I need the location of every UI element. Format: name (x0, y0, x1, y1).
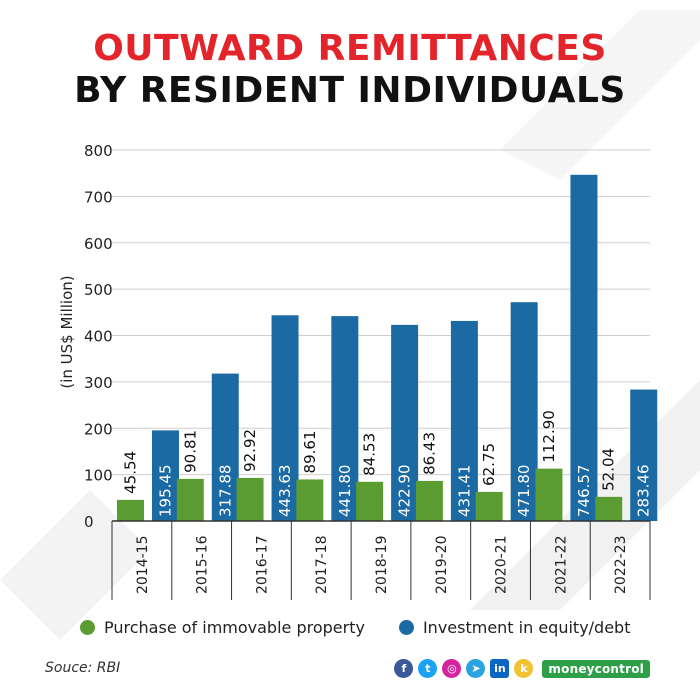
bar-property (117, 499, 144, 521)
data-label-property: 62.75 (480, 443, 498, 486)
y-tick-label: 0 (84, 513, 94, 531)
data-label-investment: 746.57 (575, 465, 593, 518)
x-tick-label: 2015-16 (195, 535, 211, 594)
legend-item-investment: Investment in equity/debt (398, 618, 631, 637)
data-label-property: 86.43 (420, 432, 438, 475)
bar-investment (570, 174, 598, 521)
data-label-property: 52.04 (600, 448, 618, 491)
y-tick-label: 600 (84, 235, 113, 253)
bar-property (176, 478, 204, 521)
bar-investment (630, 389, 658, 521)
bar-investment (450, 320, 478, 521)
legend-swatch-investment (398, 620, 414, 635)
legend-item-property: Purchase of immovable property (80, 618, 365, 637)
legend-swatch-property (80, 620, 95, 635)
x-tick-label: 2017-18 (314, 536, 330, 595)
y-tick-label: 100 (84, 467, 113, 485)
data-label-investment: 283.46 (635, 465, 653, 518)
bar-property (356, 481, 384, 521)
bar-investment (510, 302, 538, 521)
data-label-property: 84.53 (361, 433, 379, 476)
data-label-property: 89.61 (301, 430, 319, 473)
chart-legend: Purchase of immovable property Investmen… (80, 618, 640, 637)
x-tick-label: 2019-20 (434, 536, 450, 595)
y-tick-label: 300 (84, 374, 113, 392)
x-tick-label: 2016-17 (254, 536, 270, 595)
y-tick-label: 500 (84, 281, 113, 299)
bar-property (595, 496, 623, 521)
x-tick-label: 2014-15 (135, 536, 151, 595)
brand-logo[interactable]: moneycontrol (542, 659, 650, 678)
twitter-icon[interactable]: t (418, 659, 438, 678)
data-label-investment: 441.80 (336, 465, 354, 518)
bar-property (236, 477, 264, 521)
x-tick-label: 2022-23 (613, 536, 629, 595)
bar-investment (211, 373, 239, 521)
y-tick-label: 400 (84, 328, 113, 346)
chart-title-line-2: BY RESIDENT INDIVIDUALS (74, 70, 626, 111)
data-label-property: 45.54 (122, 451, 140, 494)
data-label-investment: 422.90 (396, 465, 414, 518)
facebook-icon[interactable]: f (394, 659, 414, 678)
data-label-property: 92.92 (241, 429, 259, 472)
data-label-investment: 431.41 (455, 464, 473, 517)
instagram-icon[interactable]: ◎ (442, 659, 462, 678)
y-axis-label: (in US$ Million) (58, 275, 76, 388)
linkedin-icon[interactable]: in (490, 659, 510, 678)
x-tick-label: 2018-19 (374, 536, 390, 595)
bar-property (415, 480, 443, 521)
y-tick-label: 800 (84, 142, 113, 160)
koo-icon[interactable]: k (514, 659, 534, 678)
bar-investment (391, 324, 419, 521)
bar-investment (331, 316, 359, 521)
x-tick-label: 2020-21 (494, 536, 510, 595)
chart-title-line-1: OUTWARD REMITTANCES (93, 28, 607, 69)
source-note: Souce: RBI (45, 660, 121, 676)
data-label-property: 112.90 (540, 410, 558, 463)
telegram-icon[interactable]: ➤ (466, 659, 486, 678)
social-links: f t ◎ ➤ in k moneycontrol (394, 659, 650, 678)
x-tick-label: 2021-22 (553, 536, 569, 595)
data-label-investment: 471.80 (515, 465, 533, 518)
data-label-investment: 443.63 (276, 465, 294, 518)
bar-property (475, 491, 503, 521)
bar-property (296, 479, 324, 521)
y-tick-label: 700 (84, 188, 113, 206)
data-label-property: 90.81 (181, 430, 199, 473)
bar-property (535, 468, 563, 521)
bar-investment (152, 430, 179, 521)
legend-label-property: Purchase of immovable property (104, 618, 365, 637)
y-tick-label: 200 (84, 420, 113, 438)
bar-investment (271, 315, 299, 521)
data-label-investment: 317.88 (216, 465, 234, 518)
data-label-investment: 195.45 (157, 465, 175, 518)
legend-label-investment: Investment in equity/debt (422, 618, 631, 637)
